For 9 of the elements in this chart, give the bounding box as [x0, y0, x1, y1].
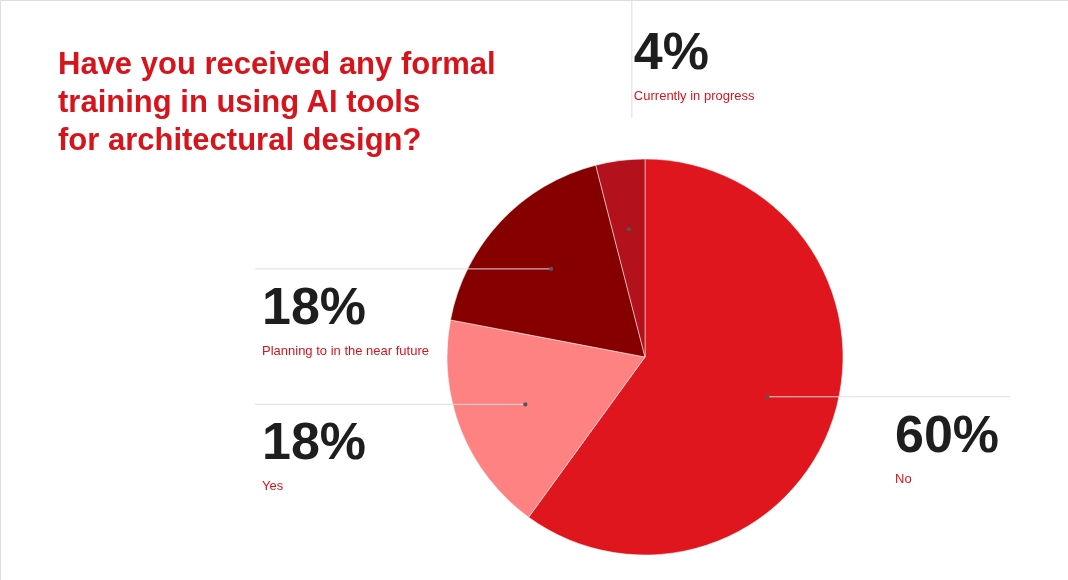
slice-label: Planning to in the near future: [262, 342, 429, 358]
slice-label: Yes: [262, 478, 284, 494]
data-label: 18%: [262, 412, 367, 471]
data-label: 60%: [895, 404, 1000, 463]
data-label: 4%: [633, 22, 710, 80]
data-label: 18%: [262, 276, 367, 335]
slice-label: No: [895, 470, 912, 486]
text: Have you received any formal training in using AI tools for architectural design?: [58, 46, 496, 157]
slice-label: Currently in progress: [633, 88, 756, 103]
